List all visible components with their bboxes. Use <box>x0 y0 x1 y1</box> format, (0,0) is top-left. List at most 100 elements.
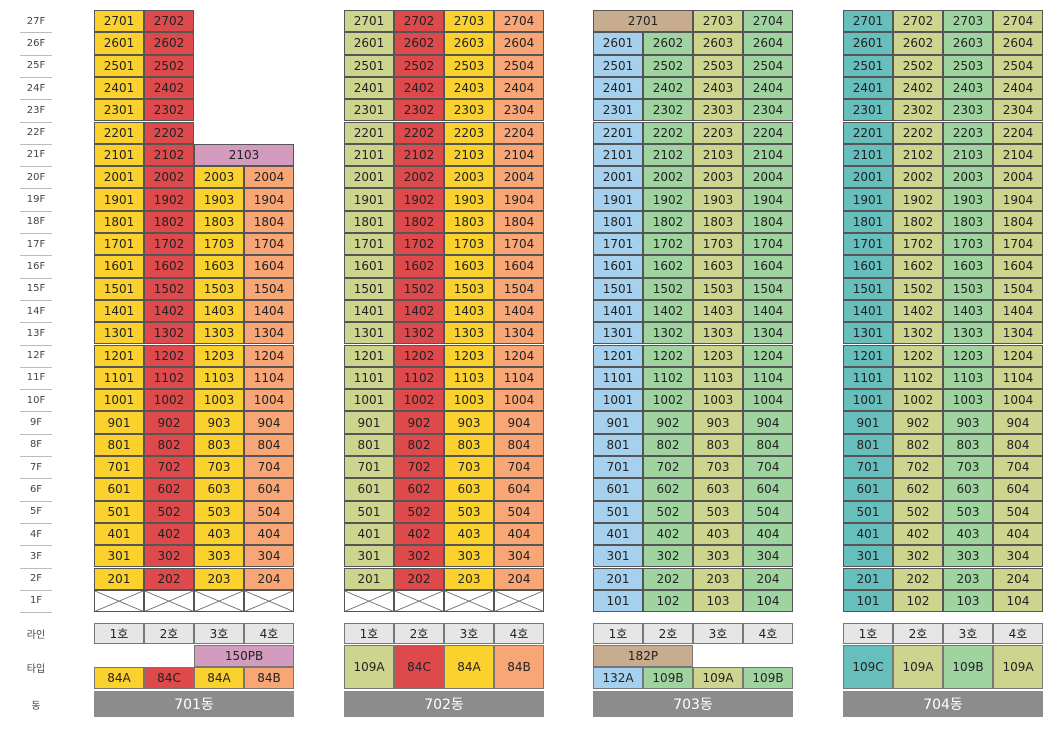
unit-cell[interactable]: 703 <box>444 456 494 479</box>
unit-cell[interactable]: 2701 <box>843 10 893 33</box>
unit-cell[interactable]: 2003 <box>444 166 494 189</box>
unit-cell[interactable]: 1404 <box>244 299 294 323</box>
unit-cell[interactable]: 1002 <box>643 389 693 412</box>
unit-cell[interactable]: 302 <box>893 545 943 568</box>
unit-cell[interactable]: 1501 <box>593 277 643 300</box>
unit-cell[interactable]: 2302 <box>394 99 444 122</box>
unit-cell[interactable]: 2604 <box>993 32 1043 55</box>
unit-cell[interactable]: 2201 <box>593 121 643 144</box>
unit-cell[interactable]: 2403 <box>943 76 993 100</box>
unit-cell[interactable]: 1002 <box>394 389 444 412</box>
unit-cell[interactable]: 1901 <box>344 188 394 211</box>
unit-cell[interactable]: 2502 <box>394 54 444 77</box>
unit-cell[interactable]: 901 <box>843 411 893 434</box>
unit-cell[interactable]: 1103 <box>194 366 244 390</box>
unit-cell[interactable]: 904 <box>244 411 294 434</box>
unit-cell[interactable]: 1903 <box>943 188 993 211</box>
unit-cell[interactable]: 403 <box>194 522 244 546</box>
unit-cell[interactable]: 904 <box>743 411 793 434</box>
unit-cell[interactable]: 2003 <box>693 166 743 189</box>
unit-cell[interactable]: 1002 <box>893 389 943 412</box>
unit-cell[interactable]: 1701 <box>843 233 893 256</box>
unit-cell[interactable]: 1201 <box>843 344 893 367</box>
unit-cell[interactable]: 1003 <box>943 389 993 412</box>
unit-cell[interactable]: 901 <box>94 411 144 434</box>
unit-cell[interactable]: 904 <box>993 411 1043 434</box>
unit-cell[interactable]: 202 <box>643 567 693 590</box>
unit-cell[interactable]: 402 <box>893 522 943 546</box>
unit-cell[interactable]: 1102 <box>643 366 693 390</box>
unit-cell[interactable]: 904 <box>494 411 544 434</box>
unit-cell[interactable]: 901 <box>344 411 394 434</box>
unit-cell[interactable]: 2602 <box>643 32 693 55</box>
unit-cell[interactable]: 1303 <box>693 322 743 345</box>
unit-cell[interactable]: 502 <box>394 500 444 523</box>
unit-cell[interactable]: 2101 <box>344 143 394 167</box>
unit-cell[interactable]: 303 <box>194 545 244 568</box>
unit-cell[interactable]: 301 <box>94 545 144 568</box>
unit-cell[interactable]: 604 <box>743 478 793 501</box>
unit-cell[interactable]: 403 <box>943 522 993 546</box>
unit-cell[interactable]: 2102 <box>893 143 943 167</box>
unit-cell[interactable]: 2003 <box>943 166 993 189</box>
unit-cell[interactable]: 1604 <box>244 255 294 278</box>
unit-cell[interactable]: 2703 <box>444 10 494 33</box>
unit-cell[interactable]: 1202 <box>144 344 194 367</box>
unit-cell[interactable]: 2301 <box>94 99 144 122</box>
unit-cell[interactable]: 1403 <box>693 299 743 323</box>
unit-cell[interactable]: 2702 <box>893 10 943 33</box>
unit-cell[interactable]: 1103 <box>943 366 993 390</box>
unit-cell[interactable]: 304 <box>743 545 793 568</box>
unit-cell[interactable]: 2101 <box>94 143 144 167</box>
unit-cell[interactable]: 1601 <box>94 255 144 278</box>
unit-cell[interactable]: 502 <box>893 500 943 523</box>
unit-cell[interactable]: 2402 <box>144 76 194 100</box>
unit-cell[interactable]: 1403 <box>194 299 244 323</box>
unit-cell[interactable]: 1402 <box>144 299 194 323</box>
unit-cell[interactable]: 2702 <box>394 10 444 33</box>
unit-cell[interactable]: 2601 <box>593 32 643 55</box>
unit-cell[interactable]: 1102 <box>893 366 943 390</box>
unit-cell[interactable]: 2604 <box>743 32 793 55</box>
unit-cell[interactable]: 1701 <box>344 233 394 256</box>
unit-cell[interactable]: 1101 <box>593 366 643 390</box>
unit-cell[interactable]: 2304 <box>993 99 1043 122</box>
unit-cell[interactable]: 2603 <box>444 32 494 55</box>
unit-cell[interactable]: 702 <box>643 456 693 479</box>
unit-cell[interactable]: 2502 <box>144 54 194 77</box>
unit-cell[interactable]: 402 <box>643 522 693 546</box>
unit-cell[interactable]: 201 <box>344 567 394 590</box>
unit-cell[interactable]: 1204 <box>993 344 1043 367</box>
unit-cell[interactable]: 2204 <box>743 121 793 144</box>
unit-cell[interactable]: 804 <box>494 433 544 456</box>
unit-cell[interactable]: 104 <box>993 589 1043 613</box>
unit-cell[interactable]: 2402 <box>893 76 943 100</box>
unit-cell[interactable]: 1601 <box>593 255 643 278</box>
unit-cell[interactable]: 202 <box>893 567 943 590</box>
unit-cell[interactable]: 503 <box>943 500 993 523</box>
unit-cell[interactable]: 1902 <box>394 188 444 211</box>
unit-cell[interactable]: 401 <box>94 522 144 546</box>
unit-cell[interactable]: 1302 <box>893 322 943 345</box>
unit-cell[interactable]: 303 <box>943 545 993 568</box>
unit-cell[interactable]: 2101 <box>593 143 643 167</box>
unit-cell[interactable]: 1403 <box>444 299 494 323</box>
unit-cell[interactable]: 701 <box>843 456 893 479</box>
unit-cell[interactable]: 501 <box>593 500 643 523</box>
unit-cell[interactable]: 601 <box>843 478 893 501</box>
unit-cell[interactable]: 1301 <box>344 322 394 345</box>
unit-cell[interactable]: 304 <box>244 545 294 568</box>
unit-cell[interactable]: 1903 <box>693 188 743 211</box>
unit-cell[interactable]: 1402 <box>893 299 943 323</box>
unit-cell[interactable]: 204 <box>743 567 793 590</box>
unit-cell[interactable]: 1901 <box>843 188 893 211</box>
unit-cell[interactable]: 402 <box>144 522 194 546</box>
unit-cell[interactable]: 1801 <box>344 210 394 233</box>
unit-cell[interactable]: 2401 <box>593 76 643 100</box>
unit-cell[interactable]: 902 <box>394 411 444 434</box>
unit-cell[interactable]: 1401 <box>344 299 394 323</box>
unit-cell[interactable]: 601 <box>94 478 144 501</box>
unit-cell[interactable]: 1702 <box>643 233 693 256</box>
unit-cell[interactable]: 1802 <box>893 210 943 233</box>
unit-cell[interactable]: 2601 <box>843 32 893 55</box>
